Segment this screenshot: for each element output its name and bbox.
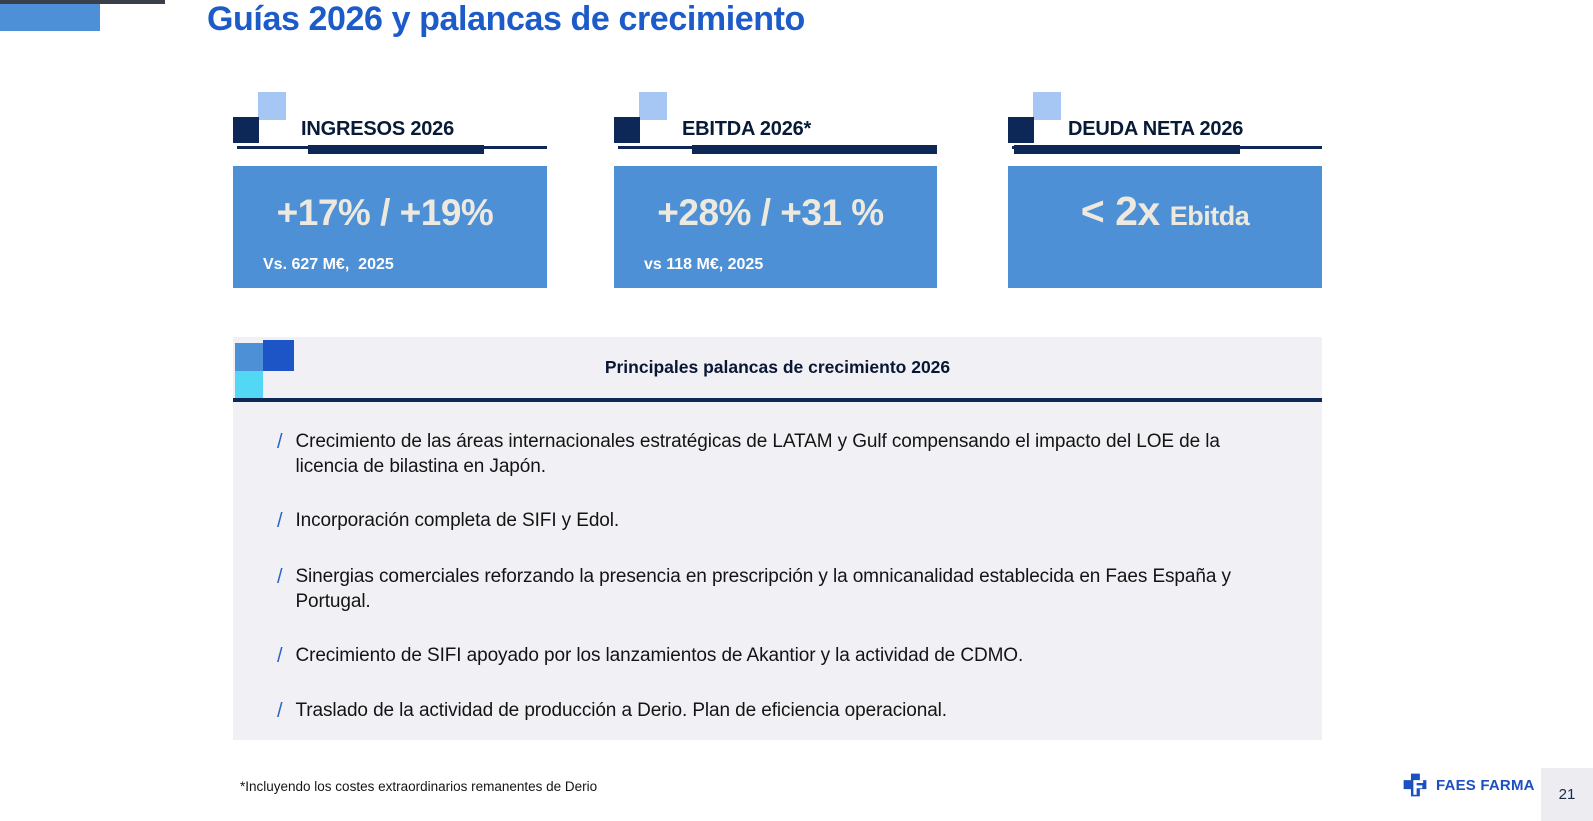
kpi-deuda-neta-header: DEUDA NETA 2026 [1068,118,1244,140]
list-item: / Sinergias comerciales reforzando la pr… [277,564,1282,614]
accent-square-royal-icon [263,340,294,371]
kpi-ingresos-subtext: Vs. 627 M€, 2025 [263,256,394,273]
accent-square-light-icon [639,92,667,120]
list-item-text: Crecimiento de las áreas internacionales… [295,431,1220,478]
page-number: 21 [1558,786,1576,803]
faes-farma-logo: FAES FARMA [1402,772,1535,798]
kpi-deuda-neta-underline [1008,145,1322,155]
accent-square-navy-icon [614,117,640,143]
accent-square-cyan-icon [235,371,263,398]
kpi-deuda-neta: DEUDA NETA 2026 < 2x Ebitda [1008,88,1322,293]
list-item: / Crecimiento de SIFI apoyado por los la… [277,643,1282,669]
footnote: *Incluyendo los costes extraordinarios r… [240,779,598,794]
slash-bullet-icon: / [277,700,283,723]
kpi-ingresos-underline [233,145,547,155]
kpi-ebitda-header: EBITDA 2026* [682,118,812,140]
list-item-text: Crecimiento de SIFI apoyado por los lanz… [295,644,1024,666]
list-item-text: Incorporación completa de SIFI y Edol. [295,510,620,532]
list-item-text: Traslado de la actividad de producción a… [295,700,947,722]
slash-bullet-icon: / [277,510,283,533]
page-title: Guías 2026 y palancas de crecimiento [207,0,805,38]
accent-square-blue-icon [235,343,263,371]
kpi-deuda-neta-box: < 2x Ebitda [1008,166,1322,288]
list-item-text: Sinergias comerciales reforzando la pres… [295,565,1231,612]
accent-square-light-icon [1033,92,1061,120]
page-number-badge: 21 [1541,768,1593,821]
accent-square-navy-icon [233,117,259,143]
list-item: / Incorporación completa de SIFI y Edol. [277,508,1282,534]
growth-levers-title: Principales palancas de crecimiento 2026 [604,357,951,377]
list-item: / Crecimiento de las áreas internacional… [277,429,1282,479]
kpi-ingresos: INGRESOS 2026 +17% / +19% Vs. 627 M€, 20… [233,88,547,293]
kpi-ebitda: EBITDA 2026* +28% / +31 % vs 118 M€, 202… [614,88,937,293]
kpi-ingresos-value: +17% / +19% [276,192,494,233]
kpi-ebitda-value: +28% / +31 % [657,192,884,233]
slash-bullet-icon: / [277,431,283,453]
kpi-ebitda-subtext: vs 118 M€, 2025 [644,256,764,273]
top-blue-accent-bar [0,4,100,31]
list-item: / Traslado de la actividad de producción… [277,698,1282,724]
kpi-ingresos-box: +17% / +19% Vs. 627 M€, 2025 [233,166,547,288]
panel-divider [233,398,1322,402]
accent-square-light-icon [258,92,286,120]
growth-levers-header: Principales palancas de crecimiento 2026 [233,337,1322,398]
kpi-deuda-neta-value: < 2x Ebitda [1080,188,1250,234]
kpi-ebitda-box: +28% / +31 % vs 118 M€, 2025 [614,166,937,288]
slash-bullet-icon: / [277,644,283,667]
top-dark-strip [0,0,165,4]
cross-logo-icon [1402,772,1428,798]
slash-bullet-icon: / [277,565,283,588]
brand-name: FAES FARMA [1436,776,1535,794]
accent-square-navy-icon [1008,117,1034,143]
kpi-ingresos-header: INGRESOS 2026 [301,118,455,140]
growth-levers-list: / Crecimiento de las áreas internacional… [233,402,1322,724]
growth-levers-panel: Principales palancas de crecimiento 2026… [233,337,1322,740]
kpi-ebitda-underline [614,145,937,155]
